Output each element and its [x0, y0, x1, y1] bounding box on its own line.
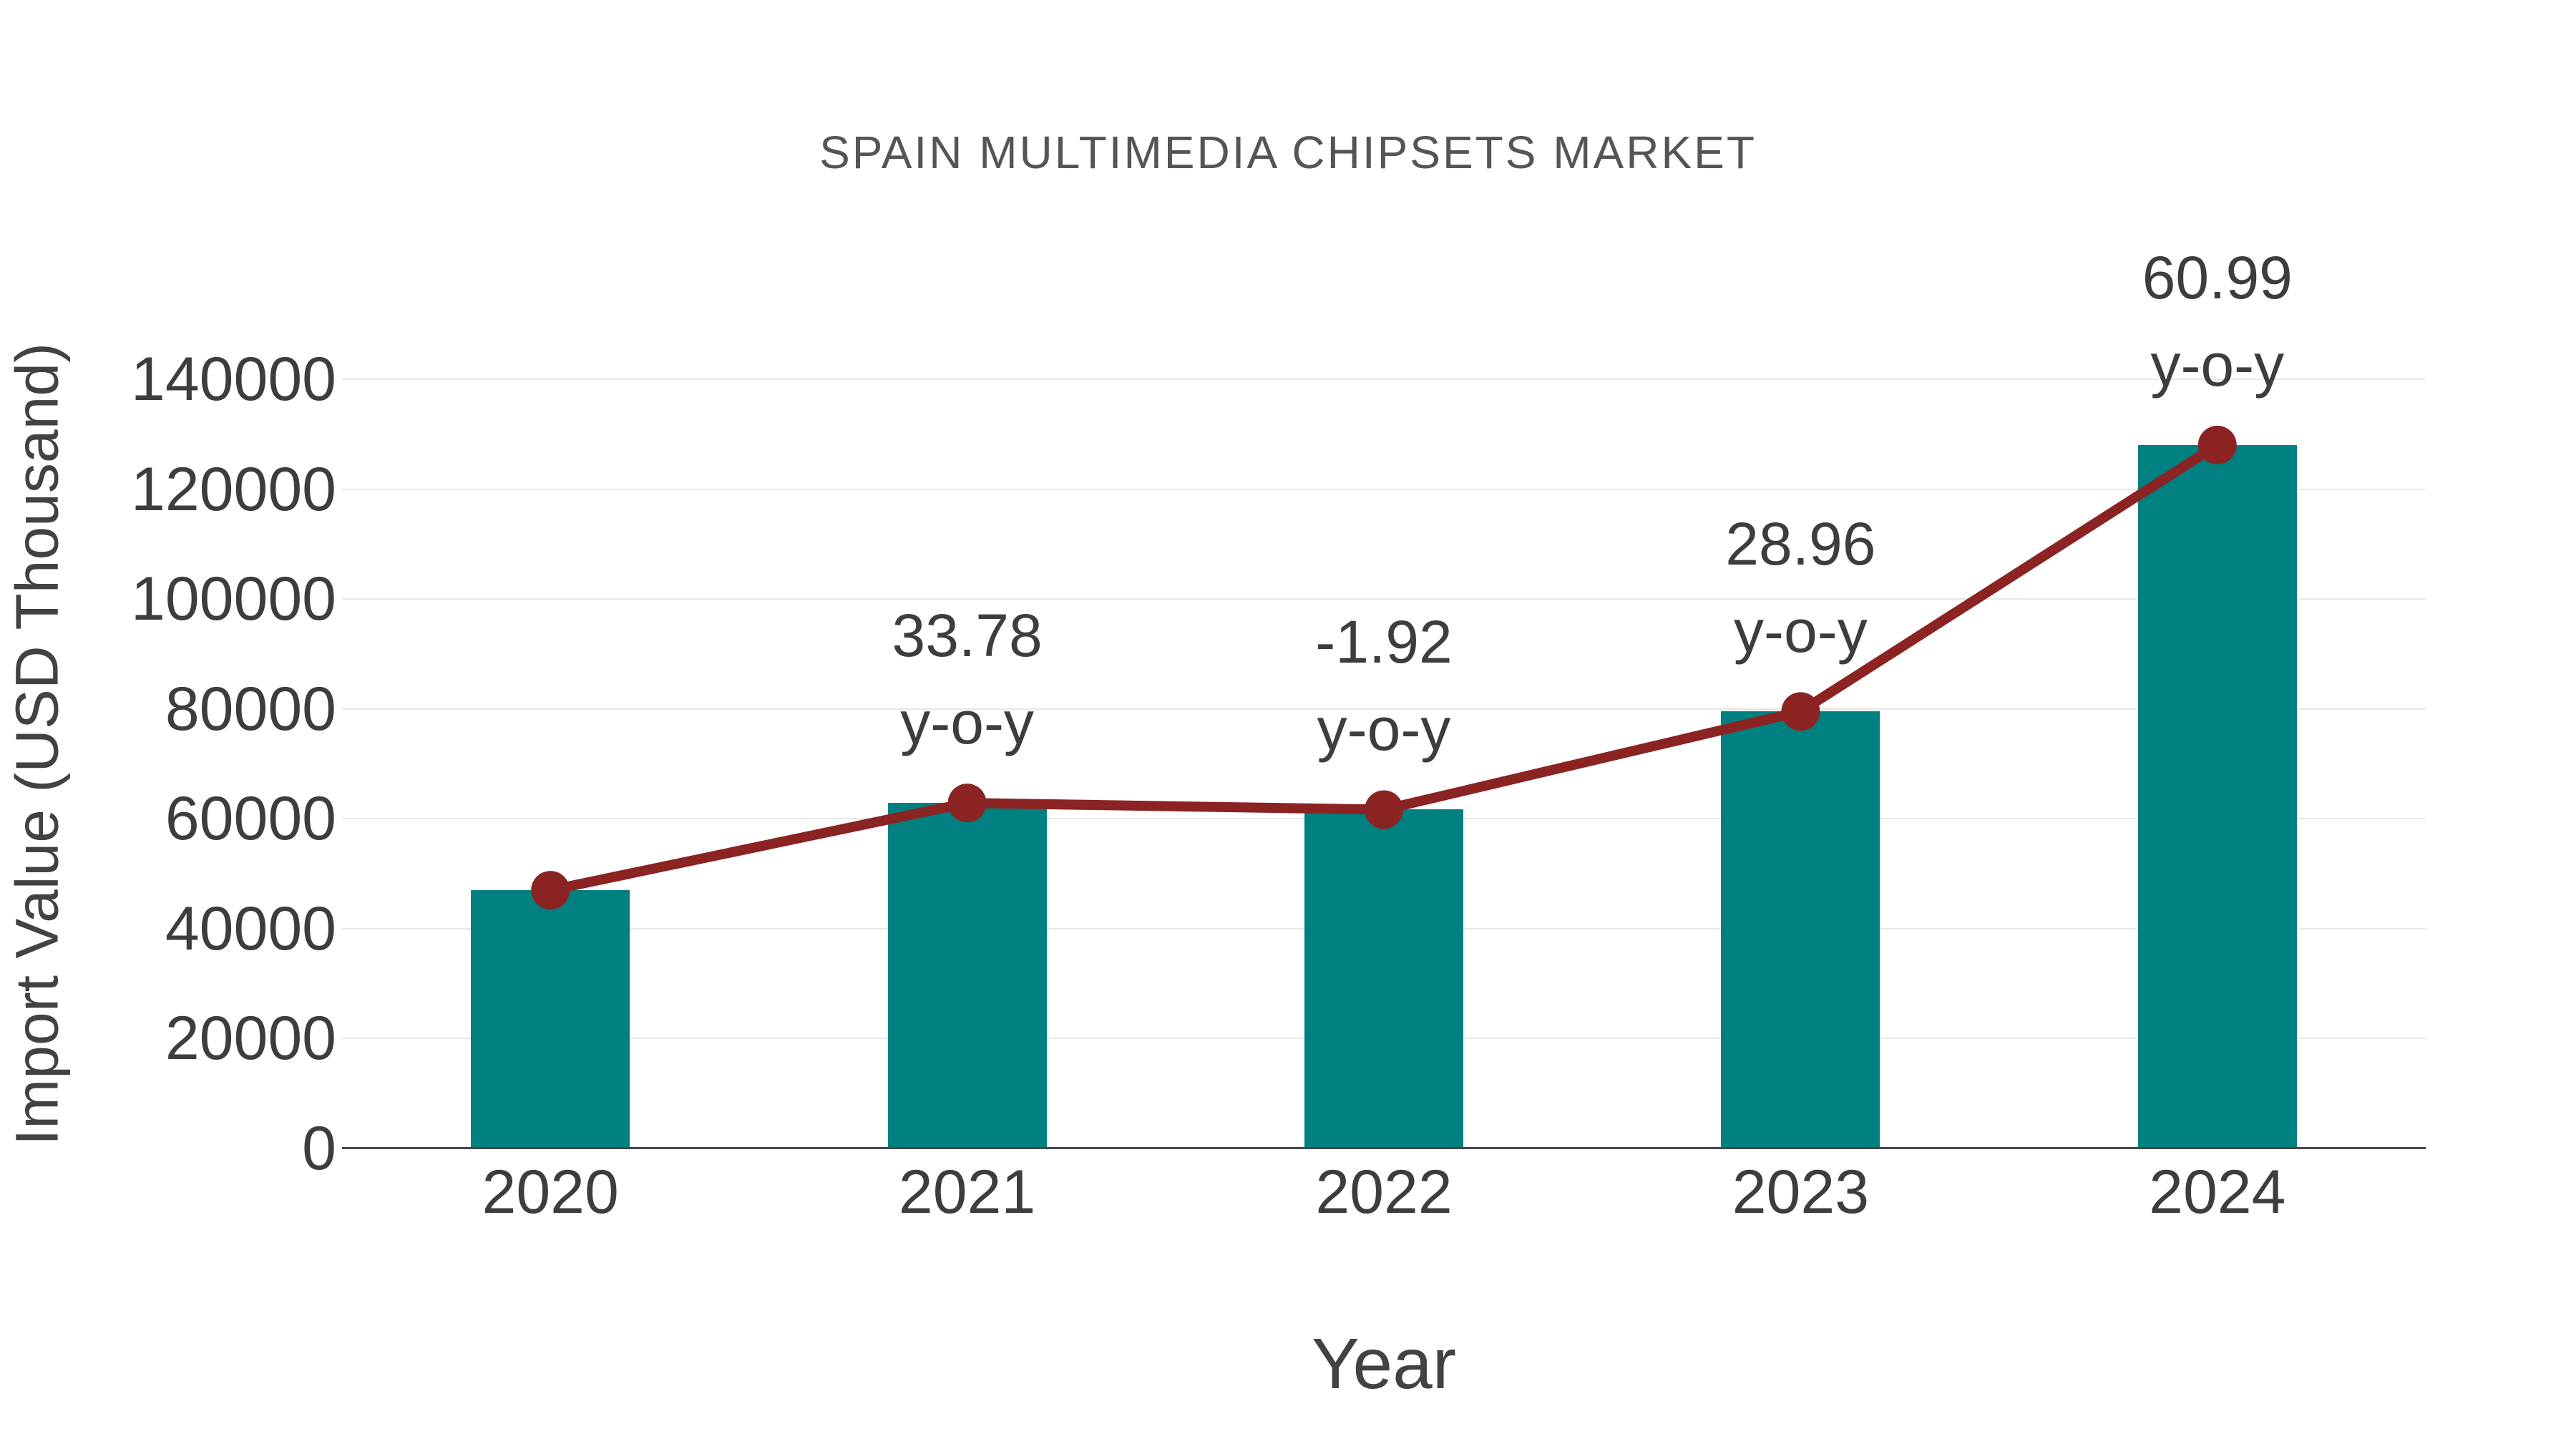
x-axis-line [342, 1147, 2426, 1149]
x-tick-label-2023: 2023 [1732, 1158, 1870, 1226]
annotation-value-2024: 60.99 [2142, 243, 2293, 311]
annotation-unit-2024: y-o-y [2150, 331, 2285, 399]
annotation-value-2023: 28.96 [1725, 510, 1876, 578]
bar-2022[interactable] [1304, 809, 1463, 1148]
bar-2024[interactable] [2137, 444, 2297, 1148]
annotation-unit-2023: y-o-y [1734, 597, 1868, 665]
annotation-unit-2022: y-o-y [1317, 696, 1451, 763]
annotation-value-2022: -1.92 [1315, 608, 1453, 676]
chart-title: SPAIN MULTIMEDIA CHIPSETS MARKET [819, 127, 1757, 178]
annotation-value-2021: 33.78 [892, 602, 1043, 670]
annotation-2023: 28.96 y-o-y [1614, 500, 1986, 675]
y-tick-label-40000: 40000 [165, 894, 336, 963]
bar-2023[interactable] [1721, 711, 1880, 1148]
annotation-unit-2021: y-o-y [900, 689, 1034, 757]
y-tick-label-60000: 60000 [165, 784, 336, 854]
annotation-2021: 33.78 y-o-y [781, 592, 1153, 766]
x-axis-title: Year [1311, 1324, 1457, 1404]
gridline-120000 [342, 488, 2426, 490]
y-tick-label-100000: 100000 [131, 565, 336, 634]
bar-2020[interactable] [471, 890, 630, 1148]
annotation-2024: 60.99 y-o-y [2031, 234, 2404, 409]
x-tick-label-2022: 2022 [1315, 1158, 1453, 1226]
y-tick-label-0: 0 [302, 1114, 336, 1183]
x-tick-label-2021: 2021 [898, 1158, 1036, 1226]
gridline-140000 [342, 379, 2426, 380]
annotation-2022: -1.92 y-o-y [1198, 598, 1570, 773]
y-tick-label-140000: 140000 [131, 345, 336, 414]
x-tick-label-2020: 2020 [482, 1158, 619, 1226]
y-tick-label-80000: 80000 [165, 674, 336, 743]
y-tick-label-20000: 20000 [165, 1004, 336, 1073]
x-tick-label-2024: 2024 [2149, 1158, 2286, 1226]
y-tick-label-120000: 120000 [131, 454, 336, 524]
bar-2021[interactable] [887, 803, 1047, 1148]
